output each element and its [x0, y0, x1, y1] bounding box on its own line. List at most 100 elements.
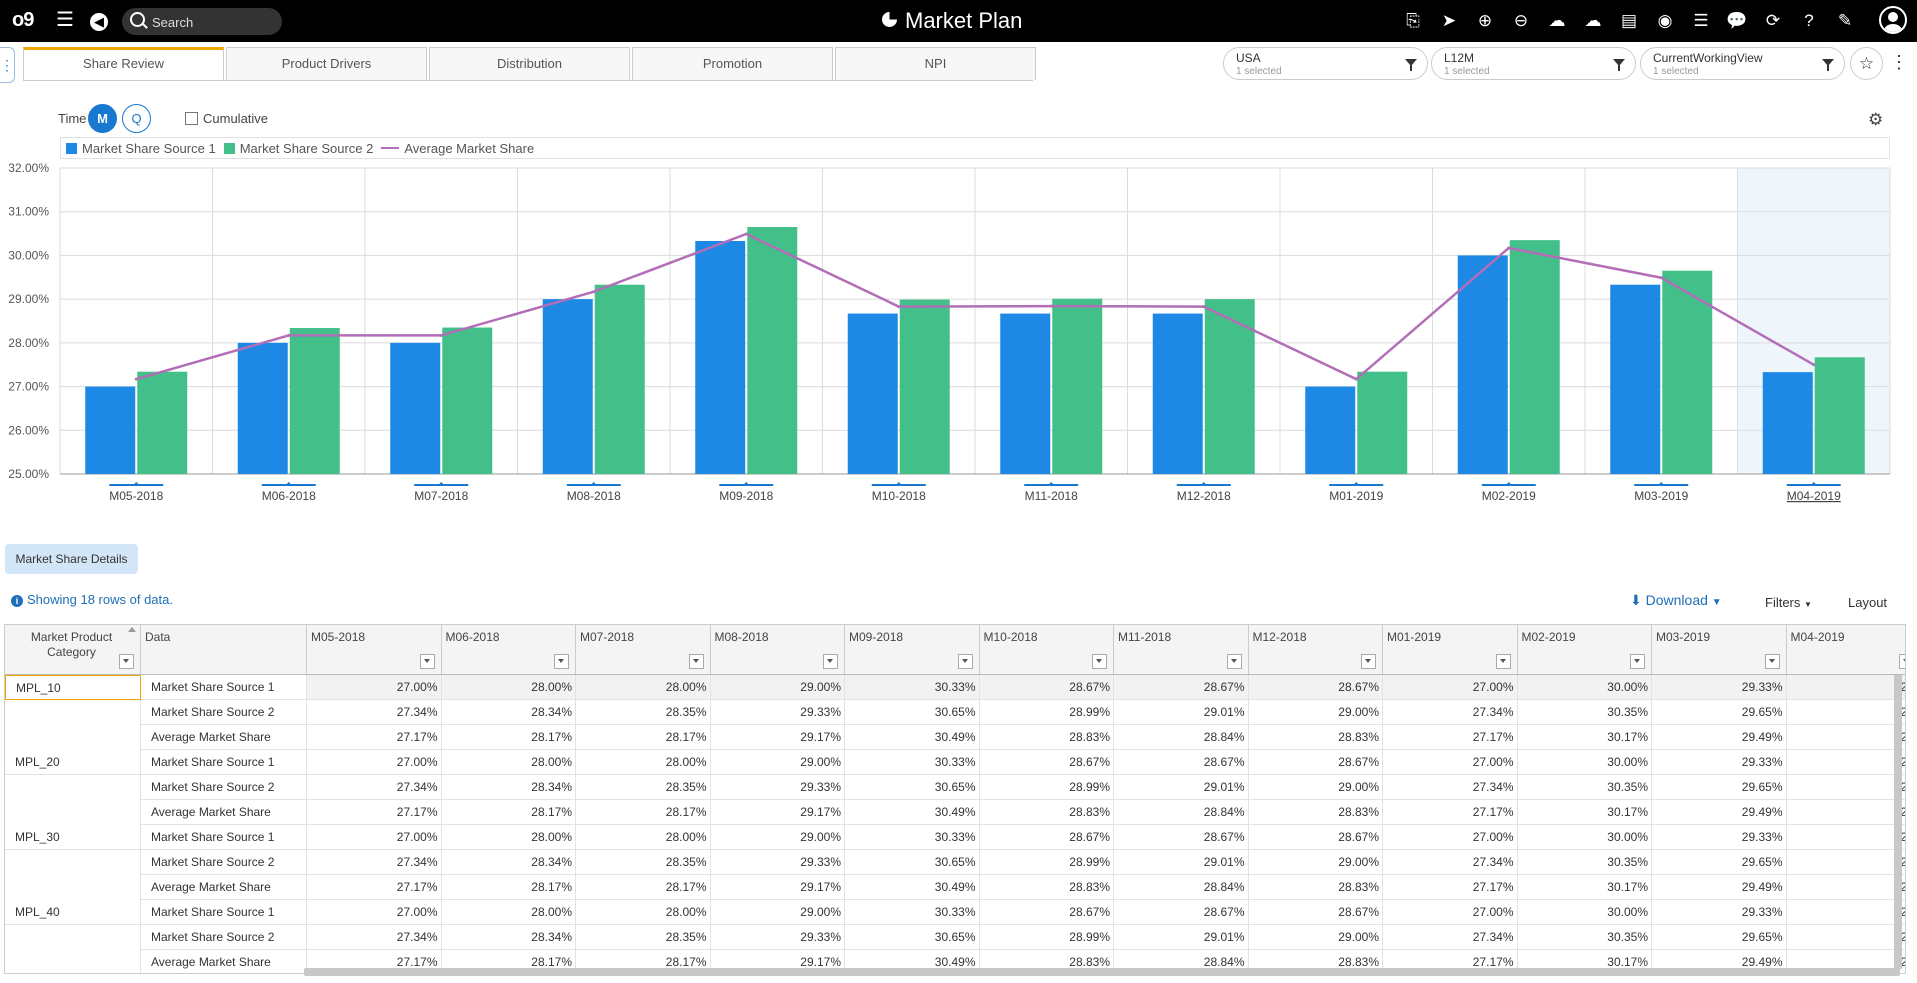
column-header-m08-2018[interactable]: M08-2018 [711, 625, 845, 674]
value-cell[interactable]: 29.33% [1652, 750, 1787, 775]
x-tick-label[interactable]: M05-2018 [109, 489, 163, 503]
funnel-icon[interactable] [1822, 59, 1834, 71]
value-cell[interactable]: 28.84% [1114, 800, 1249, 825]
value-cell[interactable]: 28.00% [576, 750, 711, 775]
value-cell[interactable]: 28.67% [979, 750, 1114, 775]
value-cell[interactable]: 28.34% [441, 700, 576, 725]
x-tick-label[interactable]: M04-2019 [1787, 489, 1841, 503]
value-cell[interactable]: 30.35% [1517, 700, 1652, 725]
value-cell[interactable]: 27.00% [307, 675, 442, 700]
value-cell[interactable]: 29.01% [1114, 775, 1249, 800]
market-share-details-button[interactable]: Market Share Details [5, 544, 138, 574]
bar-source2[interactable] [137, 371, 188, 474]
value-cell[interactable]: 28.00% [441, 825, 576, 850]
x-tick-label[interactable]: M06-2018 [262, 489, 316, 503]
target-icon[interactable]: ◉ [1657, 11, 1673, 30]
sort-asc-icon[interactable] [128, 627, 136, 632]
value-cell[interactable]: 28.67% [1114, 750, 1249, 775]
value-cell[interactable]: 28.99% [979, 925, 1114, 950]
gear-icon[interactable]: ⚙ [1868, 110, 1884, 129]
value-cell[interactable]: 27.00% [1383, 750, 1518, 775]
filter-dropdown-icon[interactable] [688, 654, 704, 669]
line-point[interactable] [744, 232, 748, 236]
search-box[interactable] [122, 8, 282, 35]
line-point[interactable] [439, 333, 443, 337]
column-header-m10-2018[interactable]: M10-2018 [980, 625, 1114, 674]
value-cell[interactable]: 27.17% [307, 725, 442, 750]
bar-source2[interactable] [594, 284, 645, 474]
column-header-m12-2018[interactable]: M12-2018 [1249, 625, 1383, 674]
column-header-m02-2019[interactable]: M02-2019 [1518, 625, 1652, 674]
tab-share-review[interactable]: Share Review [23, 47, 224, 80]
value-cell[interactable]: 30.17% [1517, 875, 1652, 900]
refresh-icon[interactable]: ⟳ [1765, 11, 1781, 30]
x-tick-label[interactable]: M01-2019 [1329, 489, 1383, 503]
value-cell[interactable]: 29.33% [710, 850, 845, 875]
value-cell[interactable]: 28.17% [576, 875, 711, 900]
value-cell[interactable]: 29.33% [710, 700, 845, 725]
value-cell[interactable]: 28.99% [979, 700, 1114, 725]
line-point[interactable] [1507, 246, 1511, 250]
value-cell[interactable]: 28.35% [576, 925, 711, 950]
horizontal-scrollbar[interactable] [304, 968, 1900, 976]
value-cell[interactable]: 28.83% [980, 950, 1114, 973]
value-cell[interactable]: 27.00% [307, 900, 442, 925]
value-cell[interactable]: 27.34% [307, 700, 442, 725]
pdf-icon[interactable]: ▤ [1620, 11, 1638, 30]
line-point[interactable] [1659, 276, 1663, 280]
category-cell[interactable] [5, 950, 141, 973]
value-cell[interactable]: 28.17% [576, 800, 711, 825]
line-point[interactable] [897, 305, 901, 309]
average-market-share-line[interactable] [135, 232, 1815, 381]
line-point[interactable] [134, 377, 138, 381]
value-cell[interactable]: 27.34% [1383, 925, 1518, 950]
hamburger-menu-icon[interactable]: ☰ [56, 9, 74, 31]
filter-time[interactable]: L12M 1 selected [1431, 47, 1636, 80]
value-cell[interactable]: 28.00% [441, 750, 576, 775]
value-cell[interactable]: 28.83% [1248, 800, 1383, 825]
bar-source2[interactable] [1814, 357, 1865, 474]
value-cell[interactable]: 30.49% [845, 950, 980, 973]
bar-source1[interactable] [1610, 284, 1661, 474]
value-cell[interactable]: 29.33% [1652, 675, 1787, 700]
funnel-icon[interactable] [1613, 59, 1625, 71]
quarter-toggle-button[interactable]: Q [122, 104, 151, 133]
value-cell[interactable]: 27.17% [307, 950, 442, 973]
bar-source2[interactable] [1662, 270, 1713, 474]
checkbox-box[interactable] [185, 112, 198, 125]
app-logo[interactable]: o9 [12, 9, 34, 31]
filter-dropdown-icon[interactable] [119, 654, 134, 669]
column-header-data[interactable]: Data [141, 625, 307, 674]
legend-item-source1[interactable]: Market Share Source 1 [66, 141, 216, 156]
value-cell[interactable]: 28.17% [576, 950, 711, 973]
value-cell[interactable]: 29.49% [1652, 725, 1787, 750]
value-cell[interactable]: 29.00% [710, 750, 845, 775]
send-icon[interactable]: ➤ [1441, 11, 1457, 30]
value-cell[interactable]: 27.34% [1383, 850, 1518, 875]
favorite-star-icon[interactable]: ☆ [1850, 47, 1883, 80]
line-point[interactable] [287, 333, 291, 337]
value-cell[interactable]: 27.00% [307, 825, 442, 850]
value-cell[interactable]: 30.35% [1517, 775, 1652, 800]
filter-dropdown-icon[interactable] [419, 654, 435, 669]
value-cell[interactable]: 27.34% [307, 925, 442, 950]
legend-item-source2[interactable]: Market Share Source 2 [223, 141, 373, 156]
bar-source1[interactable] [390, 342, 441, 474]
value-cell[interactable]: 29.01% [1114, 925, 1249, 950]
bar-source1[interactable] [542, 299, 593, 474]
value-cell[interactable]: 29.00% [1248, 700, 1383, 725]
list-icon[interactable]: ☰ [1693, 11, 1709, 30]
value-cell[interactable]: 28.34% [441, 775, 576, 800]
column-header-m04-2019[interactable]: M04-2019 [1787, 625, 1905, 674]
value-cell[interactable]: 28.99% [979, 850, 1114, 875]
bar-source2[interactable] [442, 327, 493, 474]
value-cell[interactable]: 28.67% [1248, 750, 1383, 775]
value-cell[interactable]: 28.35% [576, 700, 711, 725]
column-header-m05-2018[interactable]: M05-2018 [307, 625, 442, 674]
x-tick-label[interactable]: M12-2018 [1177, 489, 1231, 503]
category-cell[interactable] [5, 925, 141, 950]
bar-source2[interactable] [1357, 371, 1408, 474]
bar-source1[interactable] [1305, 386, 1356, 474]
value-cell[interactable]: 27.17% [307, 800, 442, 825]
value-cell[interactable]: 30.00% [1517, 825, 1652, 850]
